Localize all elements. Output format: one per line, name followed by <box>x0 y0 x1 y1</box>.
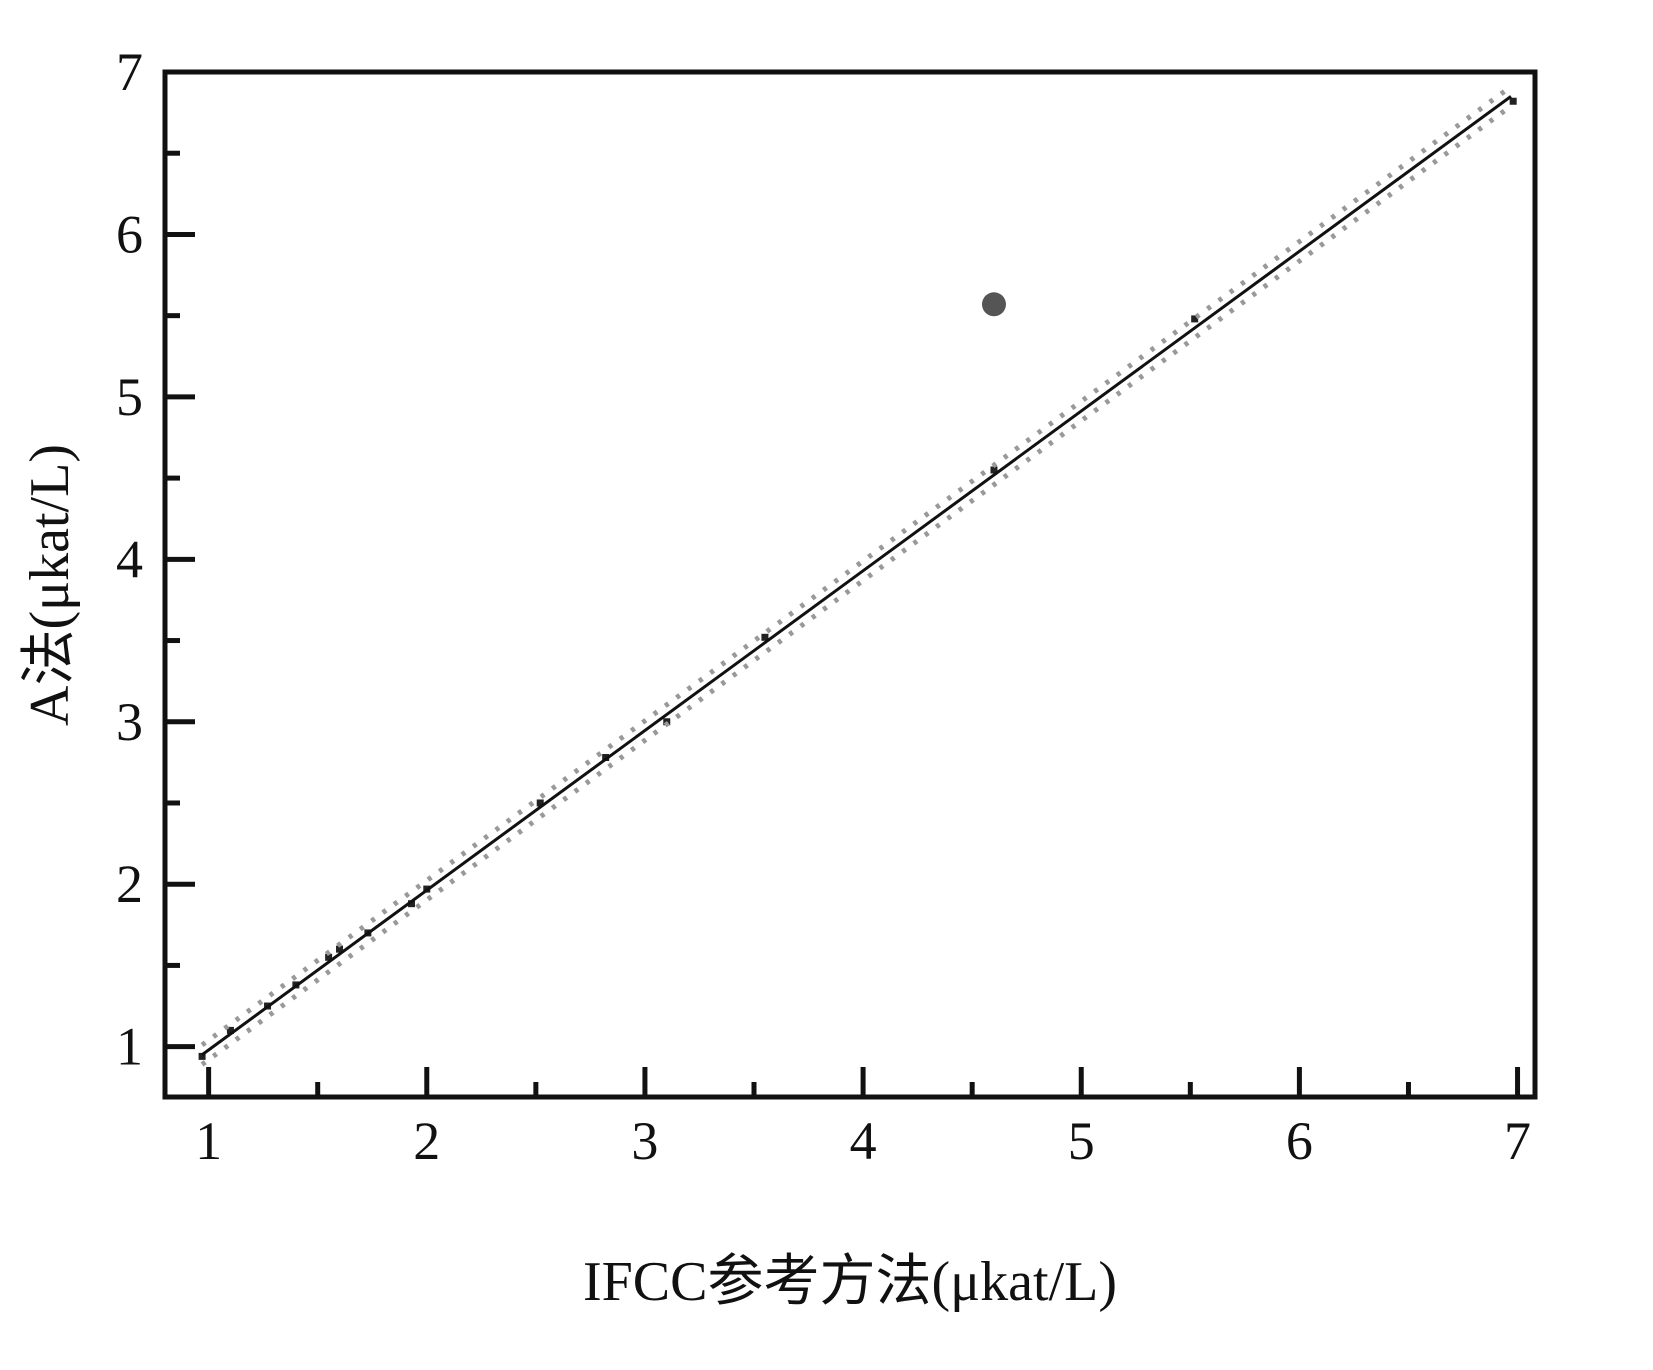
fit-line <box>201 95 1512 1056</box>
y-tick-label: 5 <box>116 367 143 427</box>
y-tick-label: 3 <box>116 692 143 752</box>
data-point <box>1509 97 1517 105</box>
x-tick-label: 1 <box>195 1111 222 1171</box>
y-tick-label: 2 <box>116 854 143 914</box>
data-point <box>536 799 544 807</box>
confidence-line <box>200 104 1513 1067</box>
x-tick-label: 2 <box>413 1111 440 1171</box>
plot-frame <box>162 69 1538 1100</box>
x-axis-label: IFCC参考方法(μkat/L) <box>583 1251 1117 1313</box>
data-point <box>336 945 344 953</box>
outlier-point <box>981 292 1006 317</box>
y-tick-label: 6 <box>116 204 143 264</box>
data-point <box>198 1052 206 1060</box>
x-tick-label: 5 <box>1068 1111 1095 1171</box>
y-tick-label: 4 <box>116 529 143 589</box>
y-tick-label: 7 <box>116 42 143 102</box>
data-point <box>761 633 769 641</box>
data-point <box>408 900 416 908</box>
data-point <box>1191 315 1199 323</box>
data-point <box>325 953 333 961</box>
confidence-line <box>200 84 1513 1048</box>
x-tick-label: 4 <box>850 1111 877 1171</box>
data-point <box>226 1026 234 1034</box>
x-tick-label: 6 <box>1286 1111 1313 1171</box>
data-point <box>990 466 998 474</box>
x-tick-label: 3 <box>631 1111 658 1171</box>
y-tick-label: 1 <box>116 1017 143 1077</box>
x-tick-label: 7 <box>1504 1111 1531 1171</box>
y-axis-label: A法(μkat/L) <box>19 444 81 726</box>
